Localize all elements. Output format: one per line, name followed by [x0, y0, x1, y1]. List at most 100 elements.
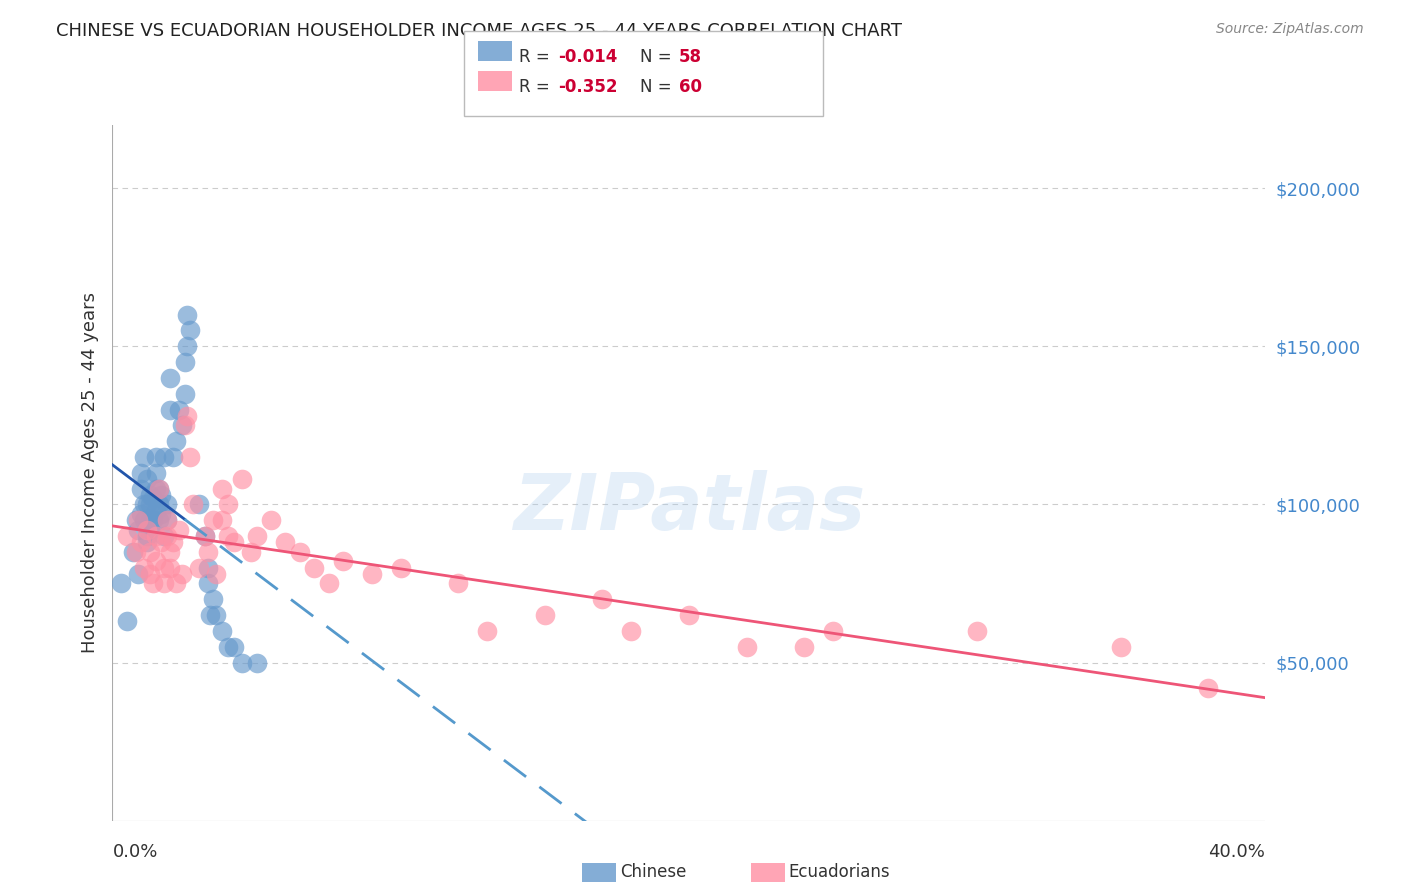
Point [165, 576, 187, 591]
Point [159, 545, 181, 559]
Point [202, 592, 225, 607]
Point [211, 513, 233, 527]
Point [139, 523, 162, 537]
Point [139, 488, 162, 502]
Point [1197, 681, 1219, 695]
Point [134, 497, 156, 511]
Point [142, 491, 165, 505]
Point [222, 640, 245, 654]
Point [156, 513, 179, 527]
Point [145, 504, 167, 518]
Text: Ecuadorians: Ecuadorians [789, 863, 890, 881]
Text: -0.014: -0.014 [558, 48, 617, 66]
Point [181, 497, 204, 511]
Point [148, 497, 170, 511]
Point [139, 566, 162, 581]
Point [165, 434, 187, 449]
Text: 60: 60 [679, 78, 702, 96]
Point [136, 497, 159, 511]
Point [167, 402, 190, 417]
Point [188, 497, 211, 511]
Point [162, 535, 184, 549]
Point [176, 339, 198, 353]
Point [153, 450, 176, 464]
Point [121, 545, 143, 559]
Text: -0.352: -0.352 [558, 78, 617, 96]
Point [202, 513, 225, 527]
Point [821, 624, 844, 638]
Point [115, 615, 138, 629]
Point [156, 529, 179, 543]
Point [260, 513, 283, 527]
Point [150, 488, 173, 502]
Point [150, 507, 173, 521]
Point [162, 450, 184, 464]
Point [153, 529, 176, 543]
Point [205, 608, 228, 623]
Text: Source: ZipAtlas.com: Source: ZipAtlas.com [1216, 22, 1364, 37]
Point [197, 576, 219, 591]
Point [173, 418, 195, 433]
Point [217, 497, 239, 511]
Point [793, 640, 815, 654]
Point [145, 482, 167, 496]
Point [332, 554, 354, 568]
Point [156, 497, 179, 511]
Point [360, 566, 382, 581]
Point [200, 608, 222, 623]
Point [194, 529, 217, 543]
Point [145, 450, 167, 464]
Point [447, 576, 470, 591]
Point [159, 560, 181, 574]
Point [129, 466, 153, 480]
Point [124, 545, 146, 559]
Point [159, 402, 181, 417]
Point [176, 409, 198, 423]
Point [124, 513, 146, 527]
Point [139, 513, 162, 527]
Text: 58: 58 [679, 48, 702, 66]
Point [142, 576, 165, 591]
Text: 0.0%: 0.0% [112, 843, 157, 861]
Point [179, 323, 201, 337]
Point [139, 497, 162, 511]
Point [304, 560, 326, 574]
Point [231, 472, 253, 486]
Point [222, 535, 245, 549]
Text: CHINESE VS ECUADORIAN HOUSEHOLDER INCOME AGES 25 - 44 YEARS CORRELATION CHART: CHINESE VS ECUADORIAN HOUSEHOLDER INCOME… [56, 22, 903, 40]
Point [127, 513, 149, 527]
Point [134, 560, 156, 574]
Point [245, 529, 267, 543]
Point [167, 523, 190, 537]
Point [179, 450, 201, 464]
Point [139, 545, 162, 559]
Text: N =: N = [640, 78, 676, 96]
Y-axis label: Householder Income Ages 25 - 44 years: Householder Income Ages 25 - 44 years [80, 293, 98, 653]
Point [318, 576, 340, 591]
Point [156, 513, 179, 527]
Point [389, 560, 412, 574]
Point [136, 523, 159, 537]
Point [148, 482, 170, 496]
Point [620, 624, 643, 638]
Point [239, 545, 262, 559]
Point [188, 560, 211, 574]
Point [197, 560, 219, 574]
Point [129, 535, 153, 549]
Point [176, 308, 198, 322]
Point [592, 592, 614, 607]
Point [211, 624, 233, 638]
Point [136, 529, 159, 543]
Point [134, 513, 156, 527]
Point [173, 386, 195, 401]
Point [735, 640, 758, 654]
Point [194, 529, 217, 543]
Text: Chinese: Chinese [620, 863, 686, 881]
Point [170, 418, 193, 433]
Point [533, 608, 555, 623]
Point [678, 608, 700, 623]
Point [153, 576, 176, 591]
Point [153, 560, 176, 574]
Point [217, 529, 239, 543]
Point [127, 566, 149, 581]
